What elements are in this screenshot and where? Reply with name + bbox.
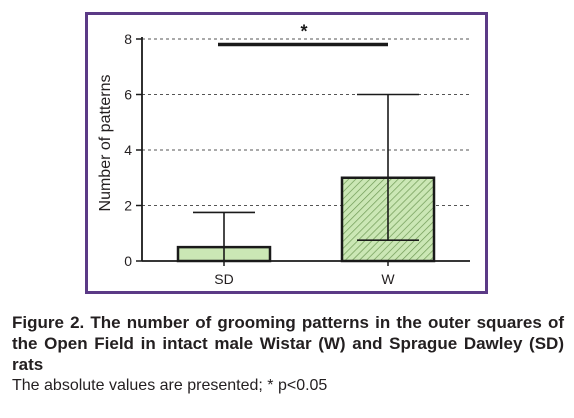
figure-caption-note: The absolute values are presented; * p<0… — [12, 377, 328, 394]
figure-caption-title: Figure 2. The number of grooming pattern… — [12, 313, 564, 374]
y-tick-label-4: 4 — [124, 142, 132, 158]
y-tick-label-8: 8 — [124, 31, 132, 47]
x-tick-label-W: W — [381, 271, 395, 287]
axes: 0 2 4 6 8 SD W — [124, 31, 470, 287]
bar-chart: 0 2 4 6 8 SD W * Number of patterns — [97, 22, 470, 287]
bars — [176, 176, 436, 263]
error-bars — [193, 93, 419, 261]
significance-marker: * — [218, 22, 388, 47]
significance-label: * — [300, 22, 307, 42]
y-tick-label-2: 2 — [124, 198, 132, 214]
y-tick-label-0: 0 — [124, 253, 132, 269]
chart-frame: 0 2 4 6 8 SD W * Number of patterns — [85, 12, 488, 294]
y-axis-label: Number of patterns — [97, 75, 114, 212]
y-tick-label-6: 6 — [124, 87, 132, 103]
x-tick-label-SD: SD — [214, 271, 233, 287]
gridlines — [142, 38, 470, 206]
